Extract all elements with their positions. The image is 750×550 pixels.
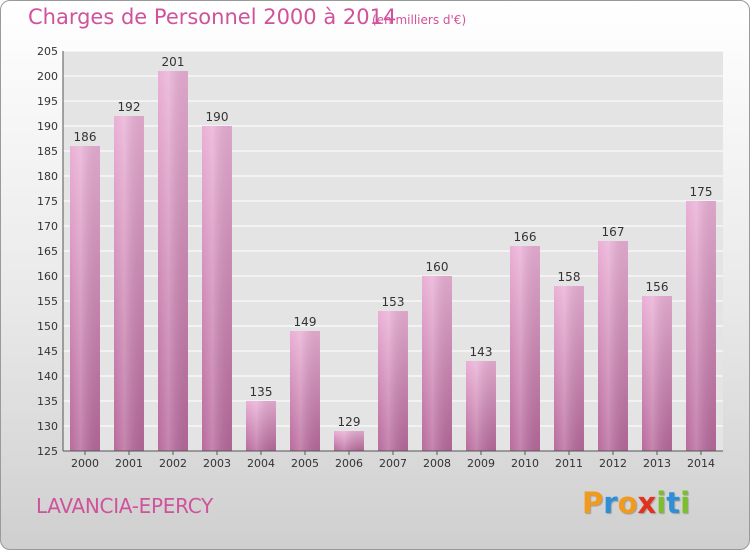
y-tick-label: 175 bbox=[37, 195, 58, 208]
bar-shine bbox=[598, 241, 628, 451]
commune-name: LAVANCIA-EPERCY bbox=[36, 494, 213, 518]
x-tick-label: 2005 bbox=[291, 457, 319, 470]
data-label: 192 bbox=[118, 100, 141, 114]
data-label: 201 bbox=[162, 55, 185, 69]
data-label: 156 bbox=[646, 280, 669, 294]
data-label: 129 bbox=[338, 415, 361, 429]
y-tick-label: 205 bbox=[37, 45, 58, 58]
x-tick-label: 2012 bbox=[599, 457, 627, 470]
data-label: 135 bbox=[250, 385, 273, 399]
data-label: 190 bbox=[206, 110, 229, 124]
x-tick-label: 2008 bbox=[423, 457, 451, 470]
data-label: 166 bbox=[514, 230, 537, 244]
bar-shine bbox=[290, 331, 320, 451]
y-tick-label: 145 bbox=[37, 345, 58, 358]
y-tick-label: 195 bbox=[37, 95, 58, 108]
x-tick-label: 2001 bbox=[115, 457, 143, 470]
data-label: 149 bbox=[294, 315, 317, 329]
x-tick-label: 2002 bbox=[159, 457, 187, 470]
bar-shine bbox=[466, 361, 496, 451]
bar-shine bbox=[114, 116, 144, 451]
chart-title: Charges de Personnel 2000 à 2014 bbox=[28, 5, 397, 29]
y-tick-label: 190 bbox=[37, 120, 58, 133]
bar-shine bbox=[70, 146, 100, 451]
y-tick-label: 130 bbox=[37, 420, 58, 433]
y-tick-label: 125 bbox=[37, 445, 58, 458]
x-tick-label: 2000 bbox=[71, 457, 99, 470]
data-label: 167 bbox=[602, 225, 625, 239]
y-tick-label: 140 bbox=[37, 370, 58, 383]
x-tick-label: 2010 bbox=[511, 457, 539, 470]
bar-shine bbox=[378, 311, 408, 451]
y-tick-label: 150 bbox=[37, 320, 58, 333]
bars bbox=[70, 71, 716, 451]
x-tick-label: 2013 bbox=[643, 457, 671, 470]
y-tick-label: 180 bbox=[37, 170, 58, 183]
y-tick-label: 155 bbox=[37, 295, 58, 308]
bar-shine bbox=[334, 431, 364, 451]
proxiti-logo: Proxiti bbox=[582, 486, 690, 520]
logo-letter: r bbox=[603, 486, 618, 520]
x-tick-label: 2006 bbox=[335, 457, 363, 470]
y-tick-label: 200 bbox=[37, 70, 58, 83]
data-label: 158 bbox=[558, 270, 581, 284]
bar-shine bbox=[554, 286, 584, 451]
chart-unit: (en milliers d'€) bbox=[372, 13, 467, 27]
data-label: 186 bbox=[74, 130, 97, 144]
y-tick-label: 170 bbox=[37, 220, 58, 233]
x-tick-label: 2004 bbox=[247, 457, 275, 470]
bar-shine bbox=[642, 296, 672, 451]
bar-shine bbox=[510, 246, 540, 451]
x-tick-label: 2003 bbox=[203, 457, 231, 470]
x-tick-label: 2009 bbox=[467, 457, 495, 470]
logo-letter: t bbox=[666, 486, 681, 520]
y-tick-label: 185 bbox=[37, 145, 58, 158]
bar-shine bbox=[158, 71, 188, 451]
bar-shine bbox=[686, 201, 716, 451]
y-tick-label: 165 bbox=[37, 245, 58, 258]
bar-shine bbox=[202, 126, 232, 451]
logo-letter: x bbox=[637, 486, 657, 520]
logo-letter: i bbox=[680, 486, 691, 520]
data-label: 160 bbox=[426, 260, 449, 274]
logo-letter: o bbox=[617, 486, 638, 520]
bar-shine bbox=[422, 276, 452, 451]
x-tick-label: 2007 bbox=[379, 457, 407, 470]
logo-letter: i bbox=[656, 486, 667, 520]
bar-shine bbox=[246, 401, 276, 451]
data-label: 153 bbox=[382, 295, 405, 309]
axes: 125 130 135 140 145 150 155 160 165 170 175 180 185 1… bbox=[37, 45, 723, 470]
x-tick-label: 2014 bbox=[687, 457, 715, 470]
data-labels: 186 192 201 190 135 149 129 153 160 143 166 158 167 1… bbox=[74, 55, 713, 429]
data-label: 175 bbox=[690, 185, 713, 199]
y-tick-label: 135 bbox=[37, 395, 58, 408]
data-label: 143 bbox=[470, 345, 493, 359]
y-tick-label: 160 bbox=[37, 270, 58, 283]
logo-letter: P bbox=[582, 486, 604, 520]
x-tick-label: 2011 bbox=[555, 457, 583, 470]
